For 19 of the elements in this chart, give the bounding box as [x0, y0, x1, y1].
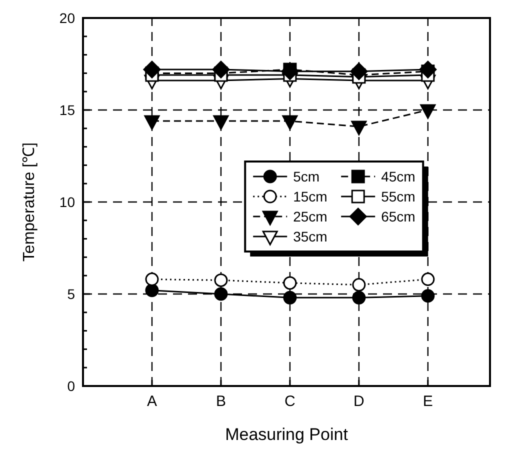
y-tick-label: 0	[67, 378, 76, 394]
x-tick-label: C	[284, 393, 296, 410]
legend-label: 45cm	[381, 168, 416, 184]
legend-label: 35cm	[293, 228, 328, 244]
legend-label: 65cm	[381, 208, 416, 224]
x-axis-title: Measuring Point	[225, 425, 348, 444]
y-axis-title: Temperature [℃]	[21, 142, 38, 262]
legend-label: 25cm	[293, 208, 328, 224]
legend-label: 15cm	[293, 188, 328, 204]
y-tick-label: 10	[59, 194, 76, 210]
y-tick-label: 15	[59, 102, 76, 118]
x-tick-label: B	[216, 393, 226, 410]
legend-label: 5cm	[293, 168, 320, 184]
x-tick-label: E	[422, 393, 433, 410]
x-tick-label: A	[146, 393, 157, 410]
legend-label: 55cm	[381, 188, 416, 204]
x-tick-label: D	[354, 393, 365, 410]
y-tick-label: 5	[67, 286, 76, 302]
y-tick-label: 20	[59, 10, 76, 26]
